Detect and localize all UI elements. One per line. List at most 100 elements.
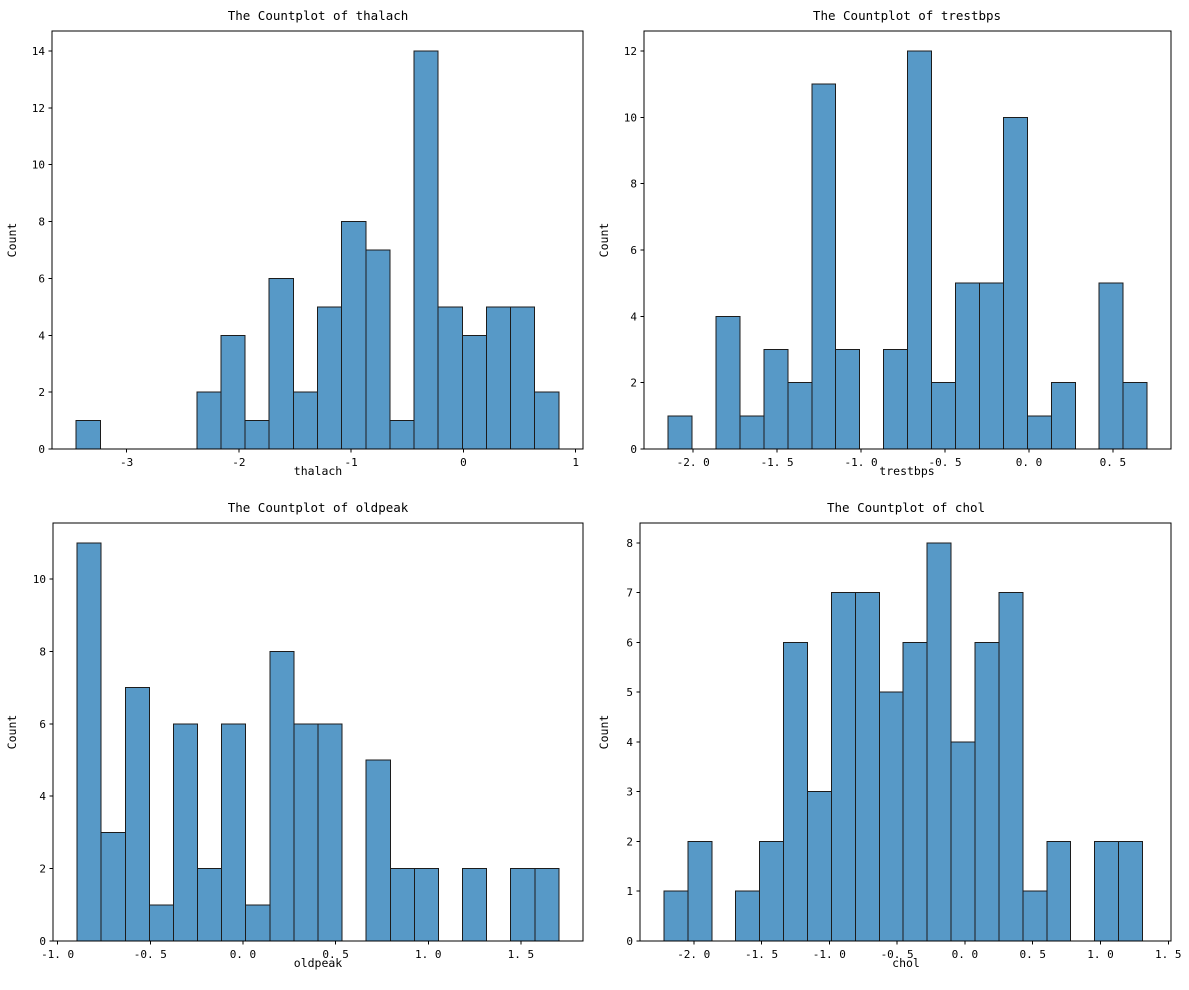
histogram-bar: [1046, 840, 1072, 942]
x-tick-label: 0. 0: [1016, 456, 1043, 469]
histogram-bar: [172, 723, 199, 942]
subplot-title-oldpeak: The Countplot of oldpeak: [227, 500, 409, 515]
histogram-bar: [268, 277, 294, 450]
y-tick-label: 6: [630, 244, 637, 257]
histogram-bar: [787, 382, 813, 450]
histogram-bar: [835, 348, 861, 450]
y-tick-label: 6: [38, 272, 45, 285]
histogram-bar: [883, 348, 909, 450]
axes-box: [639, 522, 1172, 942]
histogram-bar: [763, 348, 789, 450]
histogram-bar: [534, 391, 560, 450]
y-tick-label: 8: [630, 178, 637, 191]
y-tick-label: 2: [626, 835, 633, 848]
x-tick-label: 0. 5: [1100, 456, 1127, 469]
x-tick-label: 1: [572, 456, 579, 469]
histogram-bar: [978, 282, 1004, 450]
histogram-bar: [510, 306, 536, 450]
y-tick-label: 6: [39, 718, 46, 731]
x-axis-label-trestbps: trestbps: [879, 464, 935, 478]
y-tick-label: 5: [626, 686, 633, 699]
histogram-bar: [461, 334, 487, 450]
histogram-bar: [1026, 415, 1052, 450]
histogram-bar: [663, 890, 689, 942]
subplot-title-thalach: The Countplot of thalach: [227, 8, 409, 23]
histogram-bar: [245, 904, 271, 942]
axes-box: [51, 30, 584, 450]
y-tick-label: 4: [630, 310, 637, 323]
histogram-bar: [365, 249, 391, 450]
histogram-bar: [389, 420, 415, 450]
histogram-bar: [75, 420, 101, 450]
histogram-bar: [998, 592, 1024, 942]
x-tick-label: 0. 0: [230, 948, 257, 961]
histogram-bar: [1002, 116, 1028, 450]
histogram-bar: [100, 831, 126, 942]
histogram-bar: [1098, 282, 1124, 450]
x-tick-label: 1. 0: [1087, 948, 1114, 961]
axes-box: [52, 522, 584, 942]
histogram-bar: [365, 759, 391, 942]
y-tick-label: 14: [32, 45, 46, 58]
histogram-bar: [830, 592, 856, 942]
y-tick-label: 12: [32, 102, 45, 115]
axes-box: [643, 30, 1172, 450]
histogram-bar: [811, 83, 837, 450]
x-tick-label: -0. 5: [134, 948, 167, 961]
histogram-bar: [878, 691, 904, 942]
histogram-bar: [854, 592, 880, 942]
histogram-bar: [667, 415, 693, 450]
histogram-bar: [1094, 840, 1120, 942]
y-tick-label: 10: [32, 159, 45, 172]
y-tick-label: 4: [39, 790, 46, 803]
x-tick-label: -1. 5: [761, 456, 794, 469]
histogram-bar: [269, 650, 295, 942]
y-tick-label: 0: [39, 935, 46, 948]
histogram-bar: [220, 334, 246, 450]
x-tick-label: -1. 5: [745, 948, 778, 961]
x-tick-label: -0. 5: [928, 456, 961, 469]
y-tick-label: 4: [626, 736, 633, 749]
x-tick-label: -2. 0: [677, 948, 710, 961]
y-tick-label: 6: [626, 636, 633, 649]
y-tick-label: 2: [38, 386, 45, 399]
histogram-bar: [413, 868, 439, 942]
x-axis-label-chol: chol: [892, 956, 920, 970]
histogram-bar: [437, 306, 463, 450]
x-tick-label: -3: [120, 456, 133, 469]
y-tick-label: 2: [39, 863, 46, 876]
subplot-title-chol: The Countplot of chol: [826, 500, 986, 515]
histogram-bar: [485, 306, 512, 450]
histogram-bar: [739, 415, 765, 450]
histogram-bar: [1118, 840, 1144, 942]
histogram-bar: [931, 382, 956, 450]
histogram-bar: [974, 641, 1000, 942]
x-tick-label: 0: [460, 456, 467, 469]
y-tick-label: 8: [38, 216, 45, 229]
histogram-bar: [197, 868, 223, 942]
histogram-bar: [292, 391, 318, 450]
histogram-bar: [783, 641, 809, 942]
histogram-bar: [317, 306, 343, 450]
y-tick-label: 7: [626, 587, 633, 600]
y-tick-label: 10: [33, 573, 46, 586]
histogram-bar: [389, 868, 415, 942]
y-axis-label-chol: Count: [597, 714, 611, 750]
histogram-bar: [244, 420, 270, 450]
y-tick-label: 12: [624, 45, 637, 58]
x-tick-label: -0. 5: [881, 948, 914, 961]
histogram-bar: [955, 282, 980, 450]
histogram-bar: [293, 723, 319, 942]
histogram-bar: [534, 868, 560, 942]
x-axis-label-oldpeak: oldpeak: [293, 956, 343, 970]
y-tick-label: 10: [624, 111, 637, 124]
y-tick-label: 0: [626, 935, 633, 948]
x-tick-label: -1. 0: [41, 948, 74, 961]
x-tick-label: 1. 5: [508, 948, 535, 961]
y-axis-label-oldpeak: Count: [5, 714, 19, 750]
y-tick-label: 8: [39, 645, 46, 658]
y-tick-label: 4: [38, 329, 45, 342]
histogram-bar: [124, 687, 150, 942]
x-tick-label: -1: [345, 456, 358, 469]
